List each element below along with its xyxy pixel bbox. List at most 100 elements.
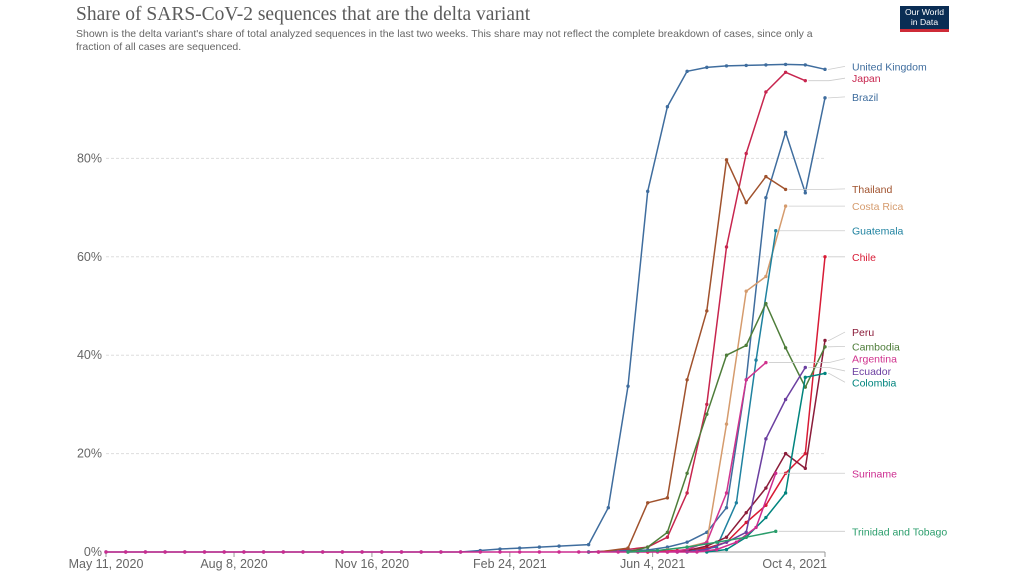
data-point: [783, 62, 788, 67]
data-point: [803, 375, 808, 380]
data-point: [724, 245, 729, 249]
series-label: Colombia: [852, 377, 897, 389]
data-point: [537, 545, 542, 549]
data-point: [557, 550, 561, 554]
data-point: [685, 69, 689, 74]
data-point: [764, 515, 768, 520]
series-label: United Kingdom: [852, 61, 927, 73]
data-point: [783, 187, 788, 192]
data-point: [163, 550, 167, 554]
chart-title: Share of SARS-CoV-2 sequences that are t…: [76, 4, 531, 25]
data-point: [823, 96, 827, 100]
data-point: [419, 550, 423, 554]
data-point: [685, 491, 689, 495]
data-point: [626, 384, 630, 388]
data-point: [646, 545, 650, 549]
series-line: [667, 340, 826, 553]
data-point: [744, 343, 748, 348]
data-point: [586, 542, 591, 547]
data-point: [705, 65, 709, 70]
data-point: [734, 501, 739, 505]
data-point: [724, 64, 729, 68]
data-point: [724, 491, 729, 495]
data-point: [685, 547, 689, 552]
chart-subtitle: Shown is the delta variant's share of to…: [76, 28, 813, 53]
data-point: [823, 345, 827, 349]
data-point: [764, 486, 768, 490]
data-point: [705, 309, 709, 313]
owid-logo[interactable]: Our World in Data: [900, 6, 949, 32]
data-point: [685, 545, 689, 549]
data-point: [458, 550, 463, 554]
data-point: [803, 451, 808, 456]
data-point: [665, 535, 670, 539]
data-point: [439, 550, 443, 554]
data-point: [665, 496, 670, 500]
label-connector: [828, 96, 846, 99]
data-point: [764, 63, 768, 67]
data-point: [340, 550, 345, 554]
data-point: [754, 358, 758, 362]
data-point: [202, 550, 207, 554]
data-point: [714, 540, 719, 544]
series-line: [706, 372, 826, 553]
series-line: [588, 97, 826, 553]
data-point: [744, 520, 748, 525]
data-point: [744, 535, 748, 539]
data-point: [665, 105, 670, 109]
data-point: [724, 422, 729, 426]
y-tick-label: 0%: [84, 545, 102, 559]
data-point: [754, 525, 758, 530]
y-tick-label: 60%: [77, 250, 102, 264]
data-point: [744, 289, 748, 293]
y-tick-label: 20%: [77, 447, 102, 461]
data-point: [242, 550, 246, 554]
series-label: Brazil: [852, 92, 878, 104]
data-point: [646, 501, 650, 505]
data-point: [823, 255, 827, 259]
data-point: [724, 547, 729, 552]
data-point: [498, 550, 502, 554]
data-point: [705, 402, 709, 407]
gridlines: [106, 157, 825, 455]
x-tick-label: Oct 4, 2021: [762, 557, 827, 571]
data-point: [557, 544, 561, 548]
series-label: Guatemala: [852, 226, 904, 238]
data-point: [537, 550, 542, 554]
series-label: Japan: [852, 73, 881, 85]
data-point: [626, 546, 630, 550]
data-point: [143, 550, 148, 554]
data-point: [380, 550, 384, 554]
data-point: [577, 550, 581, 554]
data-point: [764, 90, 768, 94]
data-point: [764, 274, 768, 279]
data-point: [783, 491, 788, 495]
series-line: [667, 362, 767, 553]
series-line: [627, 530, 776, 553]
data-point: [823, 67, 827, 72]
y-tick-label: 80%: [77, 151, 102, 165]
data-point: [478, 550, 482, 554]
series-label: Costa Rica: [852, 201, 904, 213]
data-point: [744, 378, 748, 382]
series-line: [647, 205, 787, 553]
data-point: [281, 550, 285, 554]
data-point: [823, 371, 827, 376]
data-point: [606, 506, 611, 510]
series-label: Chile: [852, 252, 876, 264]
label-connector: [828, 331, 846, 341]
label-connector: [828, 66, 846, 70]
data-point: [803, 191, 808, 195]
series-line: [106, 473, 777, 553]
x-tick-label: Jun 4, 2021: [620, 557, 685, 571]
data-point: [783, 451, 788, 456]
x-tick-label: Nov 16, 2020: [335, 557, 409, 571]
series-lines: [104, 62, 827, 554]
data-point: [626, 550, 630, 554]
data-point: [803, 63, 808, 67]
data-point: [764, 437, 768, 441]
data-point: [517, 550, 522, 554]
series-label: Argentina: [852, 354, 897, 366]
data-point: [320, 550, 325, 554]
